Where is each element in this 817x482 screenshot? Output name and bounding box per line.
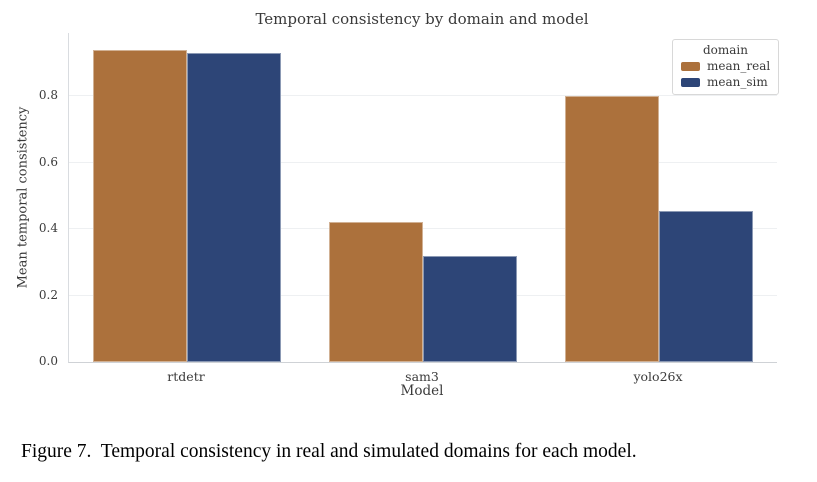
chart-title: Temporal consistency by domain and model [255, 10, 589, 28]
gridline [69, 228, 777, 230]
bar-yolo26x-mean_real [565, 96, 659, 362]
y-tick-label: 0.6 [38, 154, 58, 169]
gridline [69, 161, 777, 163]
y-tick-label: 0.8 [38, 88, 58, 103]
legend-entries: mean_real mean_sim [679, 59, 772, 89]
legend: domain mean_real mean_sim [672, 39, 779, 95]
temporal-consistency-chart: Temporal consistency by domain and model… [15, 10, 779, 399]
x-axis-label: Model [400, 383, 444, 399]
legend-swatch-icon [681, 77, 700, 87]
legend-entry-mean_real: mean_real [681, 59, 772, 73]
gridline [69, 95, 777, 97]
legend-label: mean_sim [707, 75, 768, 89]
legend-swatch-icon [681, 61, 700, 71]
bar-sam3-mean_real [329, 222, 423, 362]
plot-area [68, 33, 777, 363]
bar-rtdetr-mean_real [93, 49, 187, 362]
x-tick-label-yolo26x: yolo26x [633, 369, 683, 384]
legend-entry-mean_sim: mean_sim [681, 75, 772, 89]
x-tick-label-rtdetr: rtdetr [167, 369, 205, 384]
bar-rtdetr-mean_sim [187, 52, 281, 362]
legend-title: domain [702, 43, 748, 57]
x-tick-label-sam3: sam3 [405, 369, 439, 384]
bar-sam3-mean_sim [423, 255, 517, 362]
y-tick-label: 0.2 [38, 287, 58, 302]
bar-yolo26x-mean_sim [659, 210, 753, 362]
figure-caption: Figure 7. Temporal consistency in real a… [21, 441, 637, 462]
y-axis-label: Mean temporal consistency [15, 106, 31, 289]
y-tick-label: 0.4 [38, 221, 58, 236]
legend-label: mean_real [707, 59, 771, 73]
y-tick-label: 0.0 [38, 354, 58, 368]
